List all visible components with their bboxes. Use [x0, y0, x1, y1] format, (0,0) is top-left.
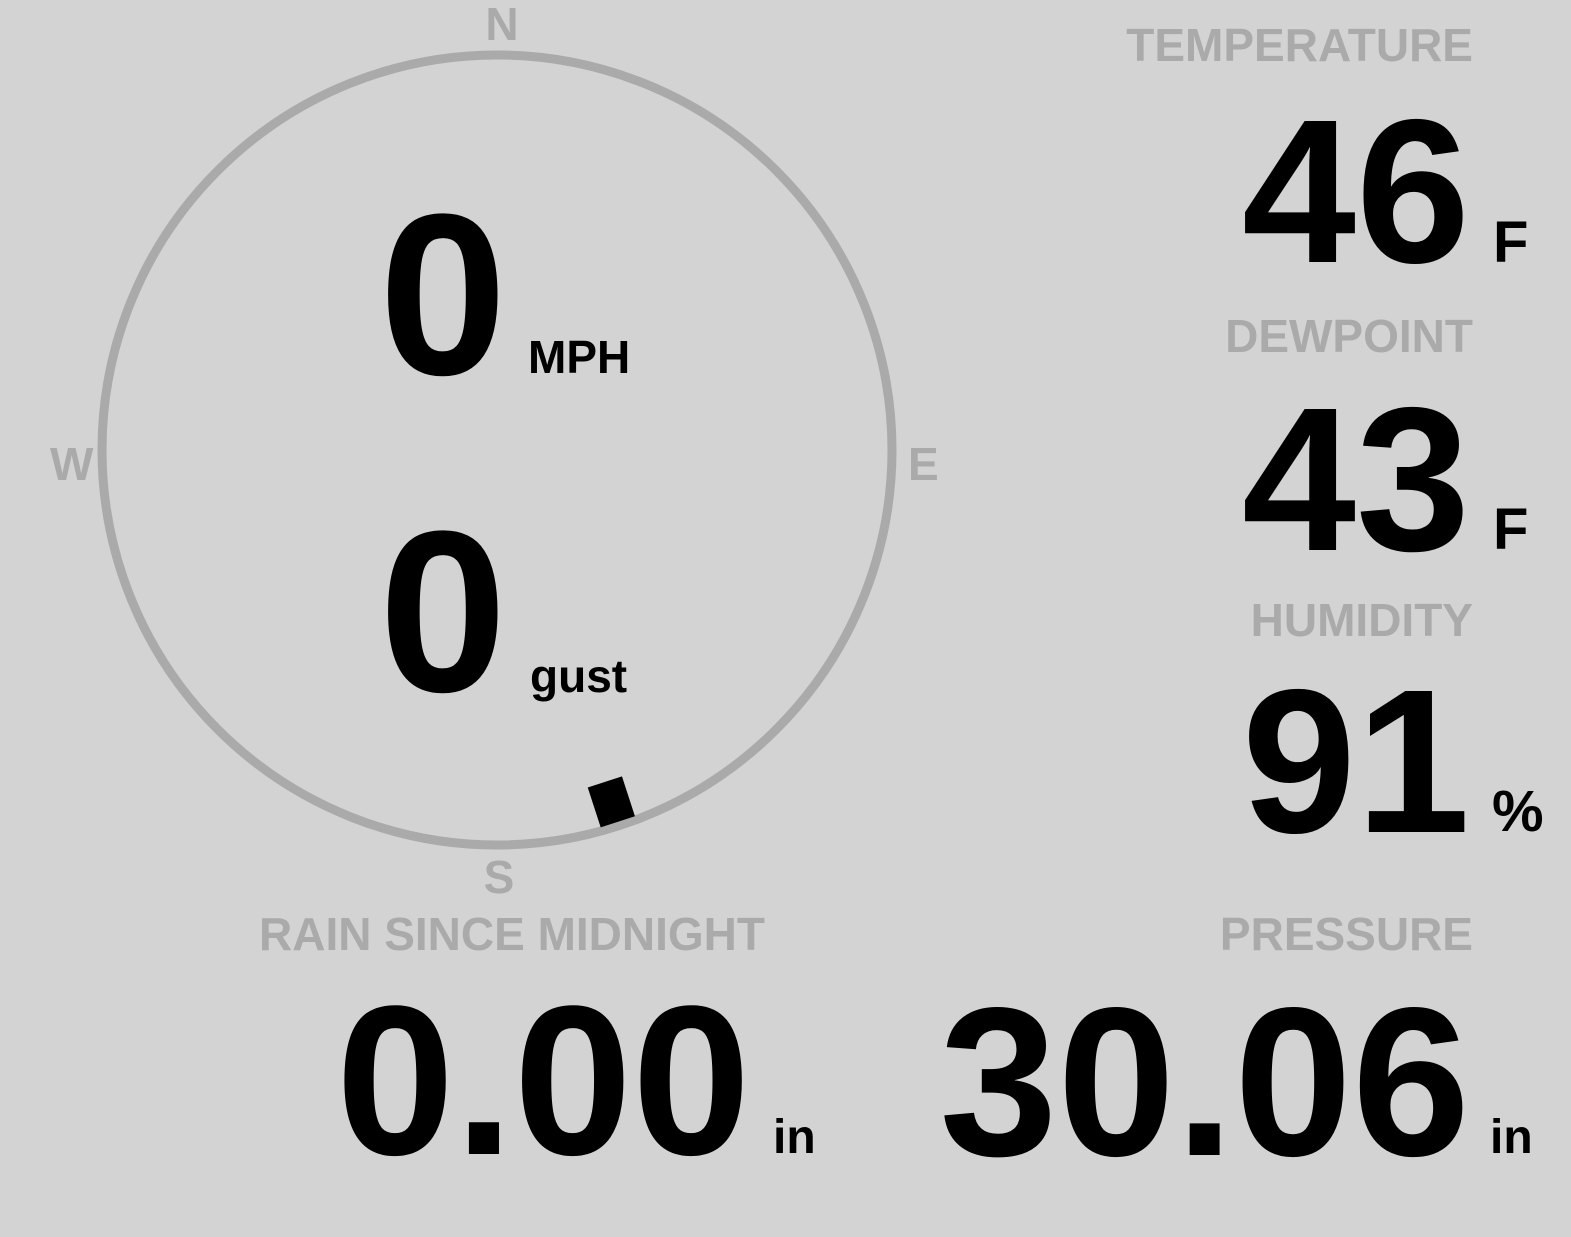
pressure-label: PRESSURE — [1219, 908, 1473, 960]
humidity-value: 91 — [1241, 647, 1470, 876]
compass-west-label: W — [50, 438, 94, 490]
compass-ring — [97, 50, 897, 850]
temperature-unit: F — [1493, 210, 1529, 275]
rain-label: RAIN SINCE MIDNIGHT — [259, 908, 765, 960]
dewpoint-unit: F — [1493, 497, 1529, 562]
pressure-value: 30.06 — [939, 963, 1470, 1200]
rain-value: 0.00 — [336, 962, 751, 1200]
compass-east-label: E — [908, 438, 939, 490]
compass-south-label: S — [483, 851, 515, 903]
wind-gust-unit: gust — [530, 650, 628, 702]
humidity-label: HUMIDITY — [1250, 594, 1473, 646]
wind-direction-indicator — [587, 776, 635, 828]
wind-gust-value: 0 — [379, 483, 507, 740]
compass-north-label: N — [485, 0, 519, 50]
humidity-unit: % — [1492, 779, 1544, 844]
dewpoint-value: 43 — [1241, 365, 1470, 594]
wind-speed-value: 0 — [379, 166, 507, 423]
pressure-unit: in — [1490, 1111, 1533, 1164]
temperature-value: 46 — [1241, 77, 1470, 306]
temperature-label: TEMPERATURE — [1126, 19, 1473, 71]
dewpoint-label: DEWPOINT — [1225, 310, 1473, 362]
rain-unit: in — [773, 1111, 816, 1164]
wind-speed-unit: MPH — [528, 331, 631, 383]
